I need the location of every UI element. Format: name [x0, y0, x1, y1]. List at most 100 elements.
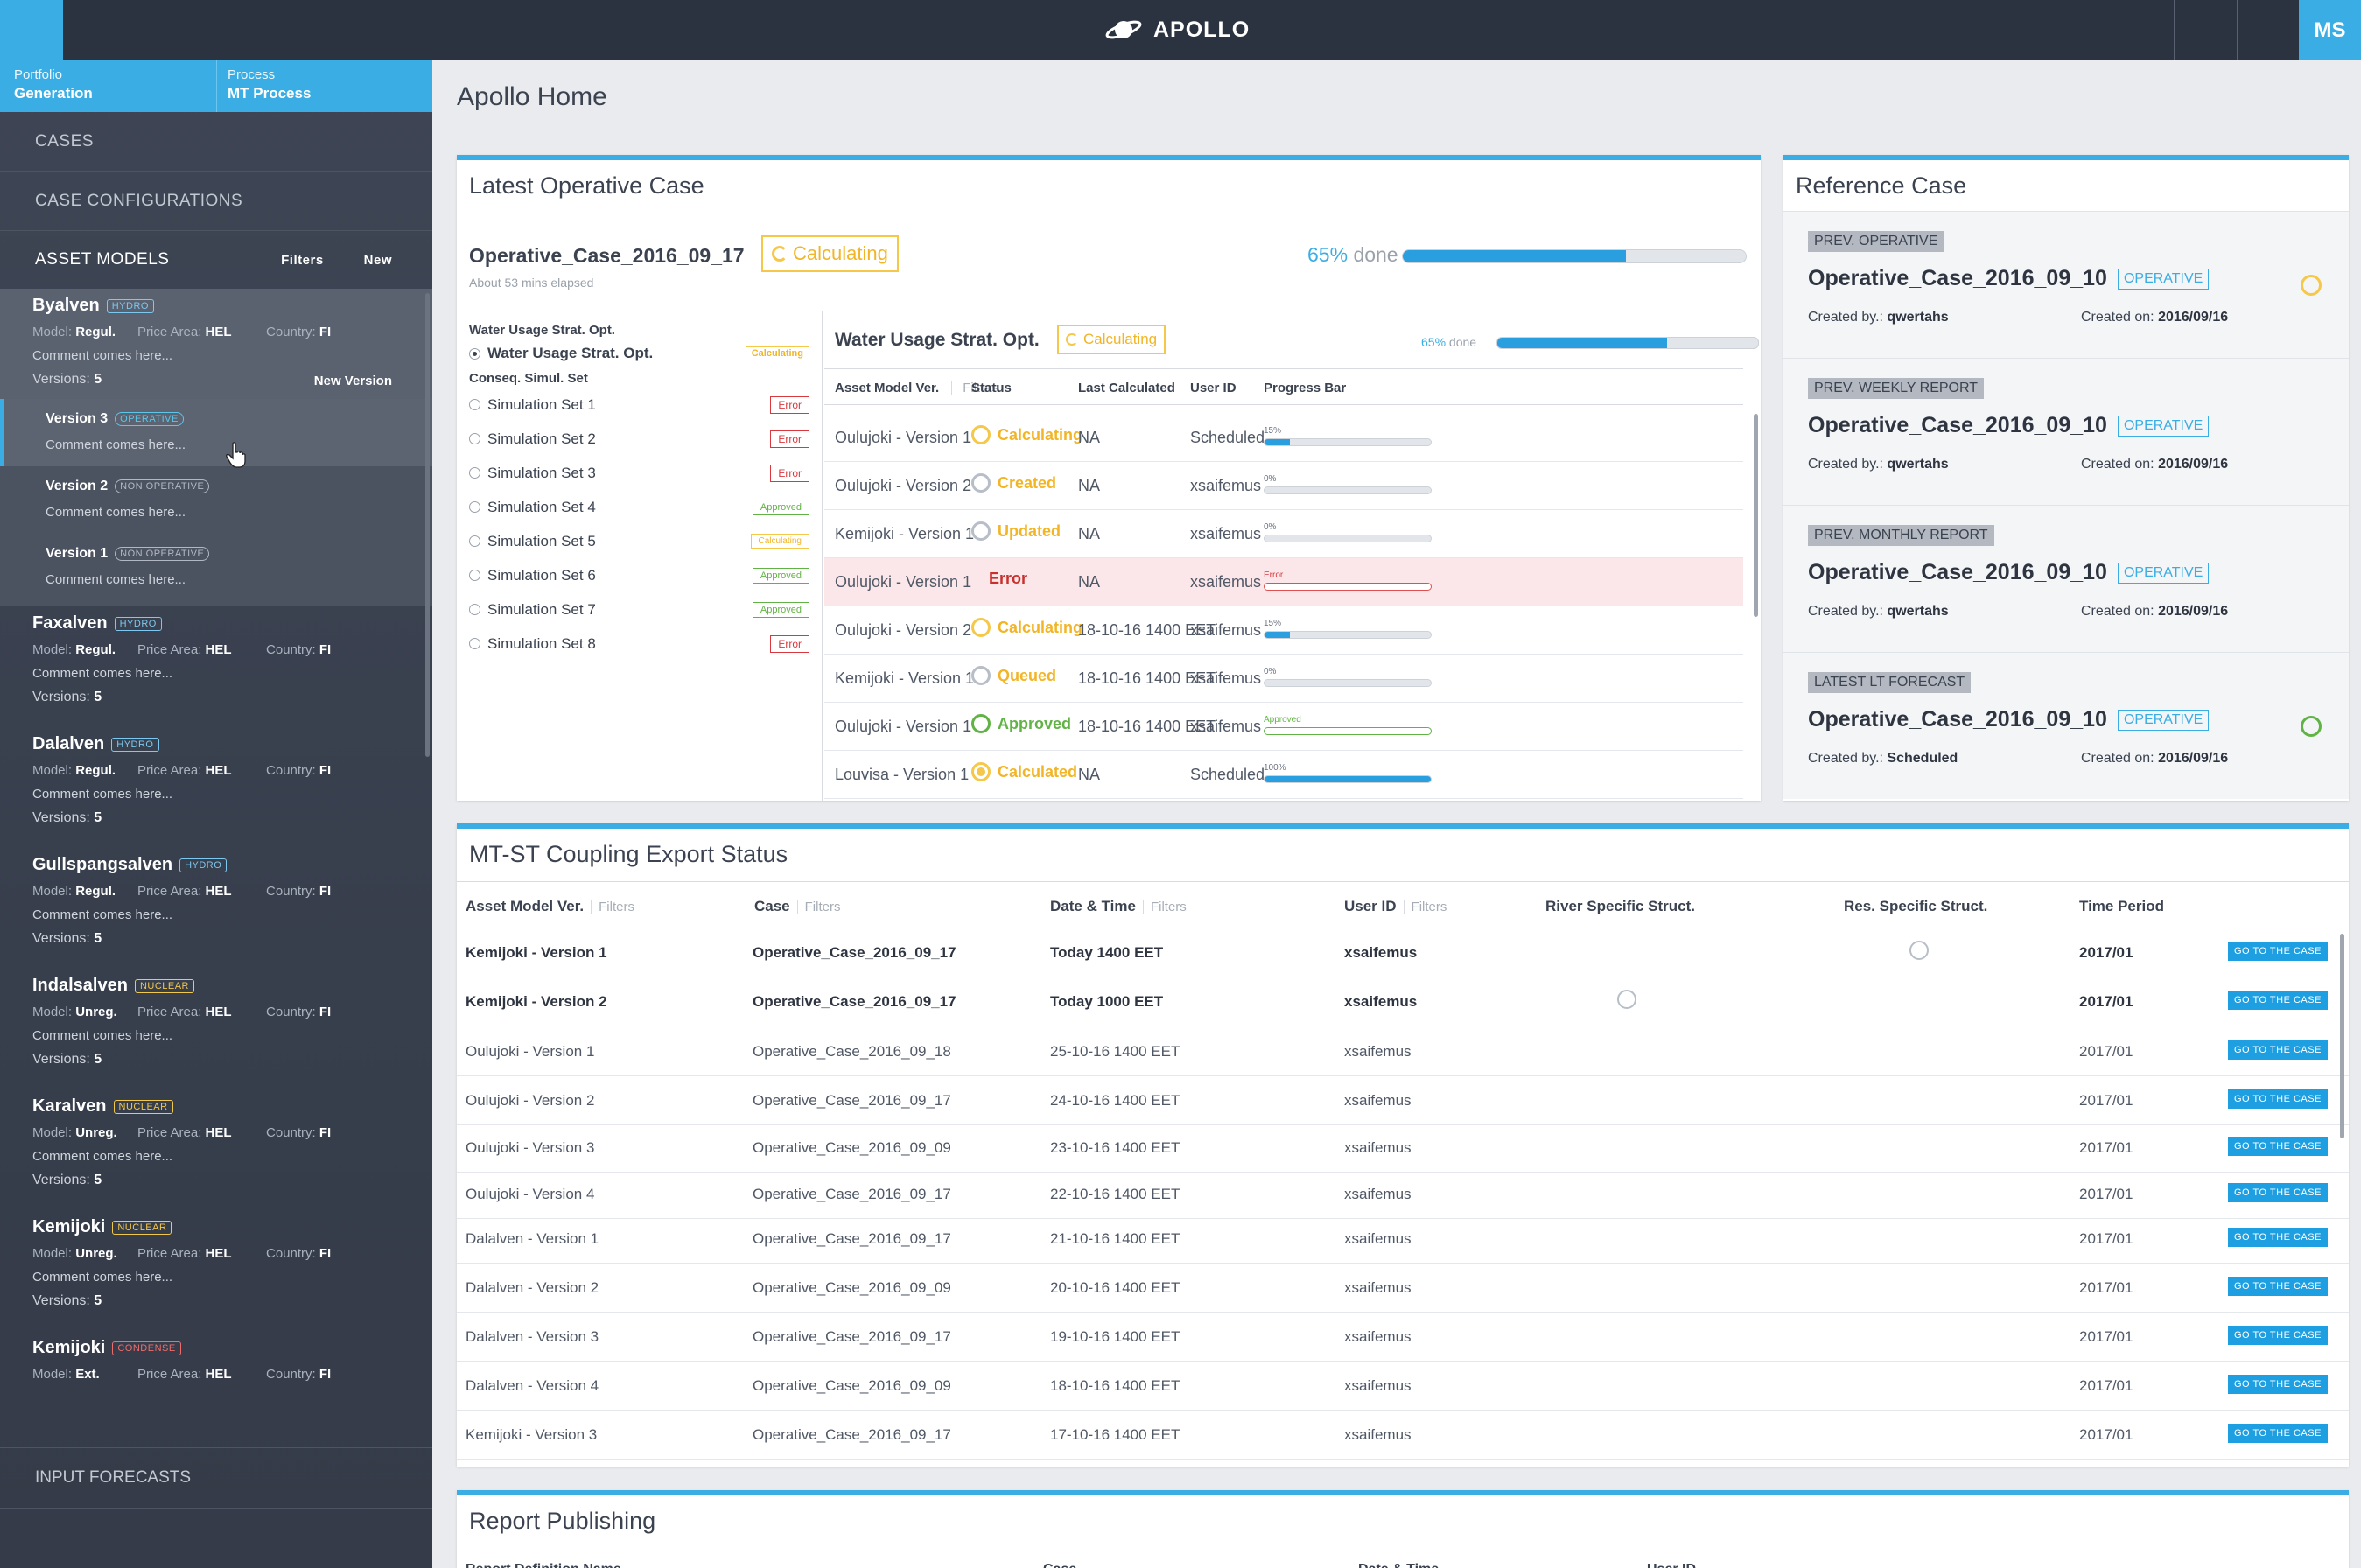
latest-case-name[interactable]: Operative_Case_2016_09_17 [469, 244, 745, 267]
sim-item[interactable]: Simulation Set 5 Calculating [469, 524, 815, 558]
asset-version-item[interactable]: Version 1 NON OPERATIVE Comment comes her… [0, 534, 432, 601]
asset-item[interactable]: Karalven NUCLEAR Model: Unreg. Price Area: … [0, 1089, 432, 1210]
go-to-case-button[interactable]: GO TO THE CASE [2228, 942, 2328, 961]
reference-item[interactable]: PREV. WEEKLY REPORT Operative_Case_2016_0… [1783, 358, 2349, 505]
sidebar-item-asset-models[interactable]: ASSET MODELS [35, 250, 170, 269]
reference-item[interactable]: PREV. MONTHLY REPORT Operative_Case_2016_… [1783, 505, 2349, 652]
sim-root-row[interactable]: Water Usage Strat. Opt. Calculating [469, 341, 815, 366]
reference-case-name[interactable]: Operative_Case_2016_09_10 [1808, 560, 2107, 584]
radio-icon[interactable] [469, 399, 480, 410]
asset-version-item[interactable]: Version 3 OPERATIVE Comment comes here... [0, 399, 432, 466]
new-version-button[interactable]: New Version [313, 374, 392, 388]
sim-item[interactable]: Simulation Set 3 Error [469, 456, 815, 490]
radio-icon[interactable] [469, 467, 480, 479]
filters-link[interactable]: Filters [1142, 900, 1187, 914]
asset-version-item[interactable]: Version 2 NON OPERATIVE Comment comes her… [0, 466, 432, 534]
asset-item[interactable]: Faxalven HYDRO Model: Regul. Price Area: HE… [0, 606, 432, 727]
radio-icon[interactable] [469, 536, 480, 547]
sidebar-item-input-forecasts[interactable]: INPUT FORECASTS [0, 1447, 432, 1508]
col-user-id[interactable]: User ID [1190, 381, 1237, 396]
table-row[interactable]: Oulujoki - Version 1 Calculating NA Schedul… [824, 414, 1743, 462]
go-to-case-button[interactable]: GO TO THE CASE [2228, 1183, 2328, 1202]
go-to-case-button[interactable]: GO TO THE CASE [2228, 1326, 2328, 1345]
reference-item[interactable]: PREV. OPERATIVE Operative_Case_2016_09_10… [1783, 211, 2349, 358]
export-table-scrollbar[interactable] [2340, 934, 2344, 1138]
river-struct-radio-icon[interactable] [1617, 990, 1636, 1009]
report-column[interactable]: User ID [1647, 1562, 1696, 1568]
table-row[interactable]: Oulujoki - Version 1 Error NA xsaifemus Erro… [824, 558, 1743, 606]
table-row[interactable]: Oulujoki - Version 4 Operative_Case_2016_… [457, 1170, 2349, 1219]
asset-item[interactable]: Kemijoki NUCLEAR Model: Unreg. Price Area: … [0, 1210, 432, 1331]
table-row[interactable]: Oulujoki - Version 2 Operative_Case_2016_… [457, 1076, 2349, 1125]
go-to-case-button[interactable]: GO TO THE CASE [2228, 1277, 2328, 1296]
sim-item[interactable]: Simulation Set 4 Approved [469, 490, 815, 524]
asset-filters-link[interactable]: Filters [281, 252, 324, 268]
asset-item[interactable]: Gullspangsalven HYDRO Model: Regul. Price A… [0, 848, 432, 969]
go-to-case-button[interactable]: GO TO THE CASE [2228, 1137, 2328, 1156]
process-selector[interactable]: Process MT Process [216, 60, 432, 112]
radio-icon[interactable] [469, 638, 480, 649]
sim-item[interactable]: Simulation Set 8 Error [469, 626, 815, 661]
sidebar-item-case-configurations[interactable]: CASE CONFIGURATIONS [0, 172, 432, 231]
sidebar-scrollbar[interactable] [425, 293, 430, 757]
go-to-case-button[interactable]: GO TO THE CASE [2228, 1040, 2328, 1060]
table-row[interactable]: Oulujoki - Version 3 Operative_Case_2016_… [457, 1124, 2349, 1172]
table-row[interactable]: Dalalven - Version 3 Operative_Case_2016_… [457, 1312, 2349, 1362]
radio-icon[interactable] [469, 433, 480, 444]
top-action-2[interactable] [2237, 0, 2300, 60]
filters-link[interactable]: Filters [1403, 900, 1447, 914]
table-row[interactable]: Kemijoki - Version 3 Operative_Case_2016_… [457, 1410, 2349, 1460]
radio-icon[interactable] [469, 604, 480, 615]
asset-new-link[interactable]: New [363, 252, 392, 268]
col-last-calculated[interactable]: Last Calculated [1078, 381, 1175, 396]
table-row[interactable]: Kemijoki - Version 1 Queued 18-10-16 1400 … [824, 654, 1743, 703]
col-res-struct[interactable]: Res. Specific Struct. [1844, 898, 1988, 914]
radio-icon[interactable] [469, 501, 480, 513]
filters-link[interactable]: Filters [951, 381, 999, 396]
go-to-case-button[interactable]: GO TO THE CASE [2228, 990, 2328, 1010]
portfolio-selector[interactable]: Portfolio Generation [0, 60, 216, 112]
sim-item[interactable]: Simulation Set 6 Approved [469, 558, 815, 592]
sim-item[interactable]: Simulation Set 1 Error [469, 388, 815, 422]
col-river-struct[interactable]: River Specific Struct. [1545, 898, 1696, 914]
asset-item[interactable]: Dalalven HYDRO Model: Regul. Price Area: HE… [0, 727, 432, 848]
menu-toggle-button[interactable] [0, 0, 63, 60]
reference-case-name[interactable]: Operative_Case_2016_09_10 [1808, 413, 2107, 438]
go-to-case-button[interactable]: GO TO THE CASE [2228, 1089, 2328, 1109]
table-row[interactable]: Dalalven - Version 4 Operative_Case_2016_… [457, 1362, 2349, 1410]
report-column[interactable]: Case [1043, 1562, 1076, 1568]
reference-item[interactable]: LATEST LT FORECAST Operative_Case_2016_09… [1783, 652, 2349, 799]
sim-item[interactable]: Simulation Set 7 Approved [469, 592, 815, 626]
sim-item[interactable]: Simulation Set 2 Error [469, 422, 815, 456]
filters-link[interactable]: Filters [591, 900, 634, 914]
table-row[interactable]: Dalalven - Version 1 Operative_Case_2016_… [457, 1214, 2349, 1264]
radio-icon[interactable] [469, 570, 480, 581]
reference-case-name[interactable]: Operative_Case_2016_09_10 [1808, 707, 2107, 732]
reference-case-name[interactable]: Operative_Case_2016_09_10 [1808, 266, 2107, 290]
table-row[interactable]: Kemijoki - Version 1 Operative_Case_2016_… [457, 928, 2349, 977]
table-row[interactable]: Oulujoki - Version 1 Operative_Case_2016_… [457, 1027, 2349, 1076]
top-action-1[interactable] [2174, 0, 2237, 60]
table-row[interactable]: Dalalven - Version 2 Operative_Case_2016_… [457, 1264, 2349, 1312]
table-row[interactable]: Kemijoki - Version 2 Operative_Case_2016_… [457, 977, 2349, 1026]
filters-link[interactable]: Filters [796, 900, 841, 914]
table-row[interactable]: Oulujoki - Version 2 Calculating 18-10-16 … [824, 606, 1743, 654]
table-row[interactable]: Kemijoki - Version 1 Updated NA xsaifemus 0% [824, 510, 1743, 558]
table-row[interactable]: Louvisa - Version 1 Calculated NA Scheduled… [824, 751, 1743, 799]
table-row[interactable]: Oulujoki - Version 1 Approved 18-10-16 140… [824, 703, 1743, 751]
asset-item[interactable]: Byalven HYDRO Model: Regul. Price Area: HE… [0, 289, 432, 399]
report-column[interactable]: Date & Time [1358, 1562, 1439, 1568]
report-column[interactable]: Report Definition Name [466, 1562, 621, 1568]
user-avatar[interactable]: MS [2299, 0, 2361, 60]
sub-table-scrollbar[interactable] [1754, 414, 1758, 617]
col-progress[interactable]: Progress Bar [1264, 381, 1347, 396]
go-to-case-button[interactable]: GO TO THE CASE [2228, 1228, 2328, 1247]
asset-item[interactable]: Indalsalven NUCLEAR Model: Unreg. Price Are… [0, 969, 432, 1089]
col-time-period[interactable]: Time Period [2079, 898, 2164, 914]
go-to-case-button[interactable]: GO TO THE CASE [2228, 1424, 2328, 1443]
asset-item[interactable]: Kemijoki CONDENSE Model: Ext. Price Area: H… [0, 1331, 432, 1427]
go-to-case-button[interactable]: GO TO THE CASE [2228, 1375, 2328, 1394]
radio-selected-icon[interactable] [469, 347, 480, 360]
res-struct-radio-icon[interactable] [1909, 941, 1929, 960]
col-status[interactable]: Status [971, 381, 1012, 396]
